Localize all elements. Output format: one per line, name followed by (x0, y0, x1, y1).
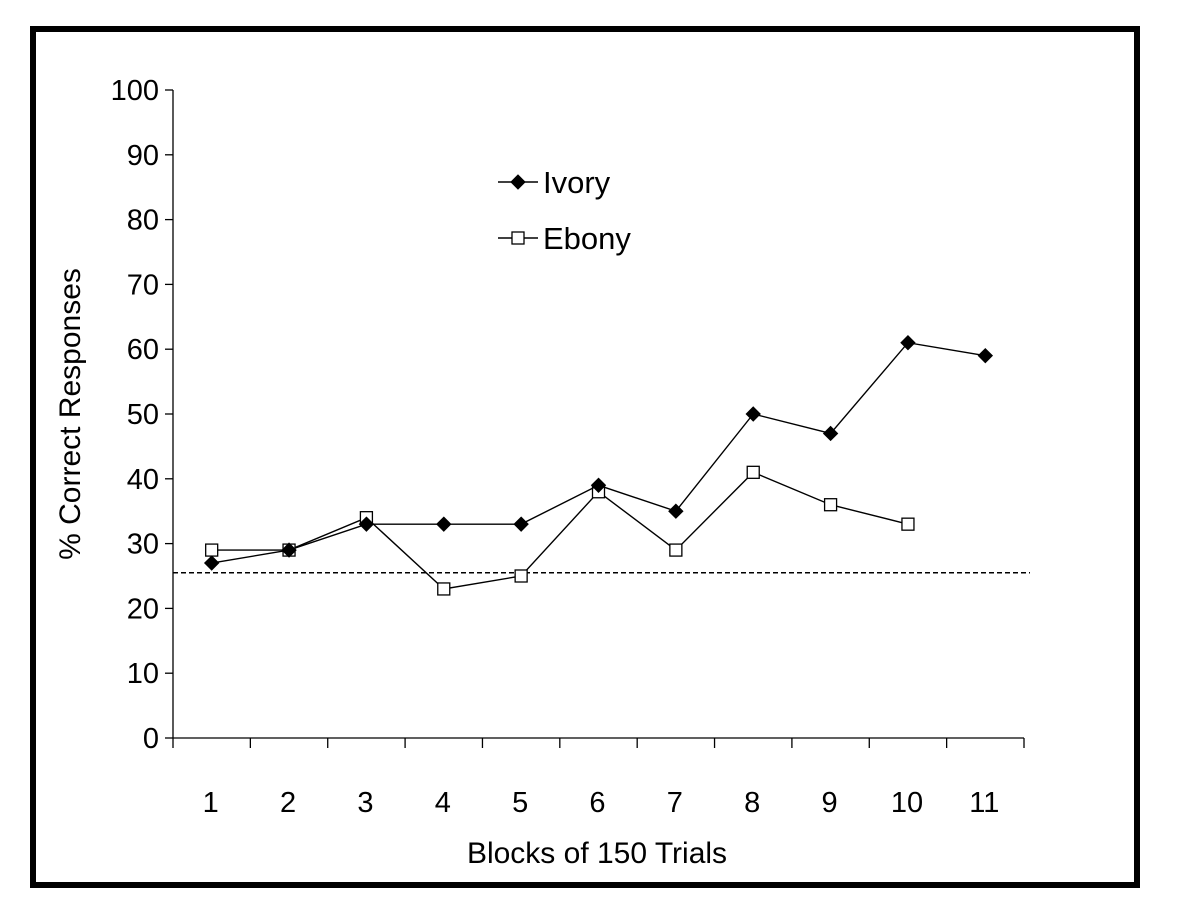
x-tick-label: 2 (280, 787, 296, 819)
data-point-ivory (977, 347, 994, 364)
y-tick-label: 100 (111, 75, 159, 107)
data-point-ivory (822, 425, 839, 442)
legend-marker (511, 231, 525, 245)
data-point-ivory (358, 516, 375, 532)
series-ebony (205, 465, 915, 596)
x-axis-title: Blocks of 150 Trials (467, 837, 727, 870)
y-tick-label: 60 (127, 334, 159, 366)
x-tick-label: 8 (744, 787, 760, 819)
data-point-ebony (205, 543, 219, 557)
chart-frame (30, 26, 1140, 888)
x-tick-label: 7 (667, 787, 683, 819)
data-point-ebony (669, 543, 683, 557)
y-tick-label: 80 (127, 205, 159, 237)
legend: Ivory Ebony (498, 165, 631, 256)
data-point-ebony (901, 517, 915, 531)
series-group (203, 335, 994, 596)
x-tick-label: 10 (891, 787, 923, 819)
y-axis-title: % Correct Responses (54, 268, 87, 560)
data-point-ebony (437, 582, 451, 596)
data-point-ebony (514, 569, 528, 583)
series-line-ebony (211, 471, 909, 590)
x-tick-label: 4 (435, 787, 451, 819)
legend-item-ebony: Ebony (498, 221, 631, 256)
legend-label: Ivory (543, 165, 611, 200)
y-tick-label: 90 (127, 140, 159, 172)
y-tick-label: 10 (127, 658, 159, 690)
x-tick-label: 3 (357, 787, 373, 819)
data-point-ivory (590, 477, 607, 493)
x-tick-label: 9 (822, 787, 838, 819)
data-point-ebony (823, 498, 838, 512)
x-tick-label: 1 (203, 787, 219, 819)
data-point-ivory (900, 335, 916, 351)
y-tick-label: 70 (127, 269, 159, 301)
y-tick-label: 30 (127, 529, 159, 561)
data-point-ivory (745, 406, 761, 422)
data-point-ivory (436, 516, 452, 532)
series-ivory (203, 335, 994, 571)
data-point-ivory (513, 516, 529, 532)
legend-marker (510, 174, 526, 190)
data-point-ivory (203, 555, 220, 571)
data-point-ivory (668, 503, 684, 519)
x-tick-label: 5 (512, 787, 528, 819)
data-point-ebony (746, 465, 760, 479)
series-line-ivory (211, 341, 986, 564)
x-tick-label: 6 (589, 787, 605, 819)
axes: 0 10 20 30 40 50 60 70 80 90 100 1 2 3 4 5 6 7 8 9 10 11 (111, 75, 1025, 819)
data-point-ivory (281, 542, 297, 558)
y-tick-label: 0 (143, 723, 159, 755)
y-tick-label: 20 (127, 593, 159, 625)
legend-item-ivory: Ivory (498, 165, 611, 200)
y-tick-label: 50 (127, 399, 159, 431)
y-tick-label: 40 (127, 464, 159, 496)
x-tick-label: 11 (969, 787, 999, 819)
legend-label: Ebony (543, 221, 631, 256)
